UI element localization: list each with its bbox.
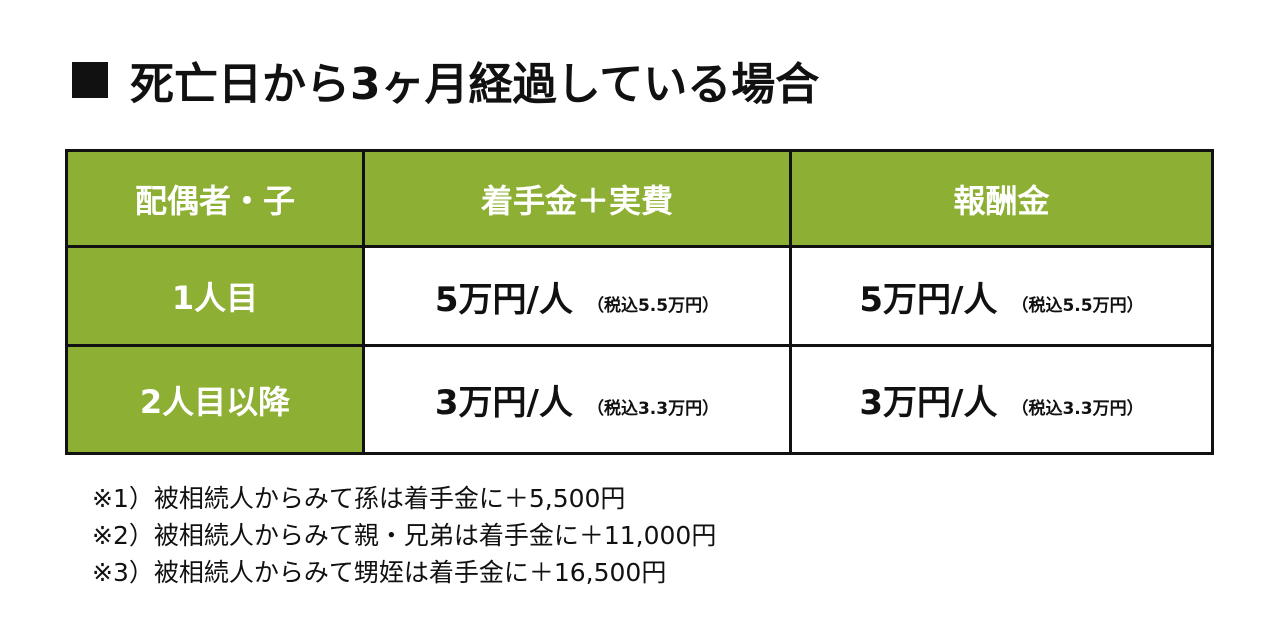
price: 3万円/人 [859,383,998,423]
price-cell: 3万円/人 （税込3.3万円） [362,344,792,455]
table-row: 1人目 5万円/人 （税込5.5万円） 5万円/人 （税込5.5万円） [65,245,1214,347]
table-row: 2人目以降 3万円/人 （税込3.3万円） 3万円/人 （税込3.3万円） [65,344,1214,455]
price-cell: 5万円/人 （税込5.5万円） [362,245,792,347]
title-text: 死亡日から3ヶ月経過している場合 [130,59,820,110]
table-header-row: 配偶者・子 着手金＋実費 報酬金 [65,149,1214,248]
price: 5万円/人 [859,279,998,320]
header-cell: 配偶者・子 [65,149,365,248]
header-cell: 報酬金 [789,149,1214,248]
fee-table: 配偶者・子 着手金＋実費 報酬金 1人目 5万円/人 （税込5.5万円） 5万円/… [65,149,1214,455]
note-item: ※3）被相続人からみて甥姪は着手金に＋16,500円 [92,558,667,587]
tax-note: （税込3.3万円） [1011,399,1144,419]
row-label: 2人目以降 [65,344,365,455]
notes: ※1）被相続人からみて孫は着手金に＋5,500円 ※2）被相続人からみて親・兄弟… [92,480,716,591]
page-title: 死亡日から3ヶ月経過している場合 [72,48,819,112]
note-item: ※2）被相続人からみて親・兄弟は着手金に＋11,000円 [92,521,717,550]
price-cell: 3万円/人 （税込3.3万円） [789,344,1214,455]
price-cell: 5万円/人 （税込5.5万円） [789,245,1214,347]
tax-note: （税込5.5万円） [1011,295,1144,316]
price: 5万円/人 [434,279,573,320]
tax-note: （税込5.5万円） [586,295,720,316]
header-cell: 着手金＋実費 [362,149,792,248]
row-label: 1人目 [65,245,365,347]
tax-note: （税込3.3万円） [586,399,720,419]
note-item: ※1）被相続人からみて孫は着手金に＋5,500円 [92,484,626,513]
price: 3万円/人 [434,383,573,423]
square-bullet-icon [72,62,108,98]
